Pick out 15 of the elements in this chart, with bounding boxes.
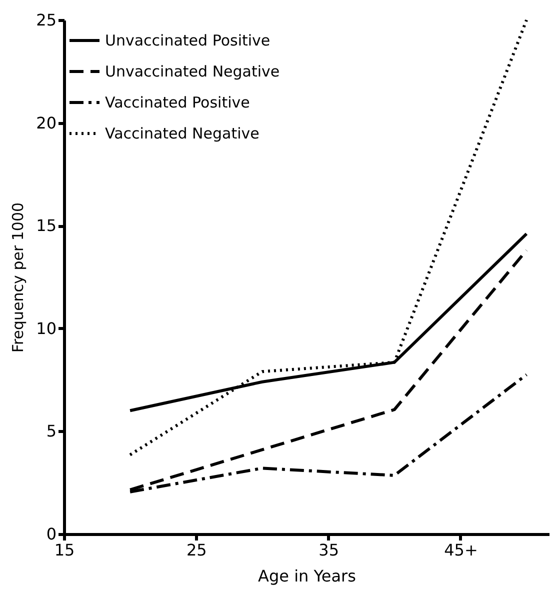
y-tick-label: 10 [36,318,56,338]
legend-label: Vaccinated Positive [105,94,250,112]
y-tick-label: 20 [36,113,56,132]
legend-label: Unvaccinated Positive [105,32,270,50]
x-tick-label: 45+ [444,540,478,560]
x-axis-title: Age in Years [258,566,356,586]
y-axis-title: Frequency per 1000 [9,202,28,353]
legend-label: Unvaccinated Negative [105,62,280,80]
y-tick-label: 25 [36,10,56,30]
y-tick-label: 5 [46,422,56,441]
legend-label: Vaccinated Negative [105,124,260,142]
y-tick-label: 15 [36,216,56,236]
y-tick-label: 0 [46,524,56,544]
x-tick-label: 25 [186,540,207,560]
x-tick-label: 35 [318,540,339,560]
